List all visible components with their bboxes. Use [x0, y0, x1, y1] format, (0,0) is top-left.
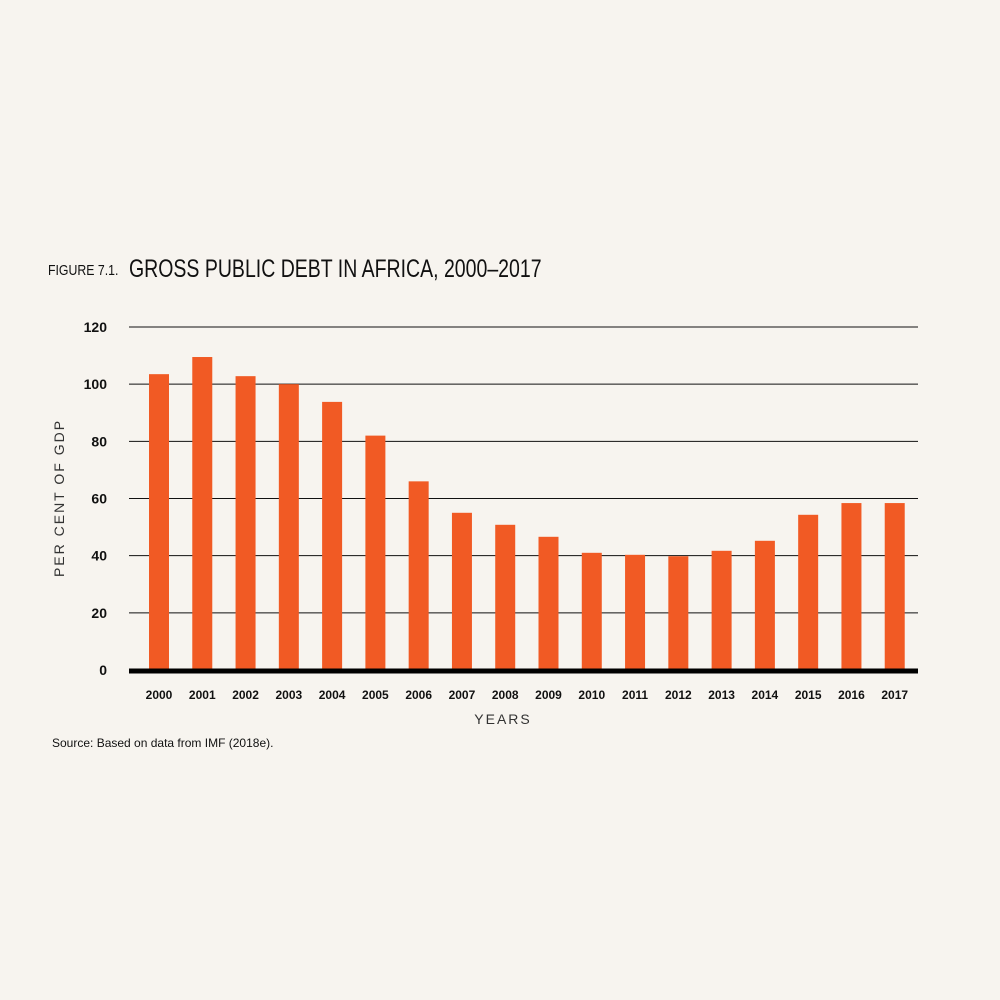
- x-tick-label: 2002: [232, 688, 259, 702]
- x-tick-label: 2012: [665, 688, 692, 702]
- y-tick-label: 120: [84, 319, 108, 335]
- bar-2004: [322, 401, 343, 670]
- bar-2012: [668, 556, 689, 670]
- x-tick-label: 2001: [189, 688, 216, 702]
- bar-2001: [192, 357, 213, 670]
- y-tick-label: 20: [91, 605, 107, 621]
- y-tick-labels: 0 20 40 60 80 100 120: [84, 319, 108, 678]
- bar-2005: [365, 435, 386, 670]
- figure-label: FIGURE 7.1.: [48, 262, 119, 279]
- x-tick-labels: 2000 2001 2002 2003 2004 2005 2006 2007 2008 2009…: [146, 688, 909, 702]
- bars: [149, 357, 905, 670]
- x-axis-title: YEARS: [474, 711, 531, 727]
- x-tick-label: 2016: [838, 688, 865, 702]
- x-tick-label: 2015: [795, 688, 822, 702]
- x-tick-label: 2006: [405, 688, 432, 702]
- bar-2013: [711, 550, 732, 670]
- bar-2011: [625, 554, 646, 670]
- bar-2016: [841, 503, 862, 670]
- source-note: Source: Based on data from IMF (2018e).: [52, 736, 274, 750]
- x-tick-label: 2003: [275, 688, 302, 702]
- y-tick-label: 60: [91, 491, 107, 507]
- bar-2015: [798, 514, 819, 670]
- bar-2006: [408, 481, 429, 670]
- x-tick-label: 2017: [881, 688, 908, 702]
- bar-2002: [235, 376, 256, 670]
- x-tick-label: 2010: [578, 688, 605, 702]
- x-tick-label: 2009: [535, 688, 562, 702]
- y-tick-label: 40: [91, 548, 107, 564]
- x-tick-label: 2013: [708, 688, 735, 702]
- x-tick-label: 2007: [449, 688, 476, 702]
- x-tick-label: 2011: [622, 688, 648, 702]
- bar-2009: [538, 536, 559, 670]
- bar-2017: [884, 503, 905, 670]
- x-tick-label: 2014: [752, 688, 779, 702]
- y-tick-label: 0: [99, 662, 107, 678]
- x-tick-label: 2008: [492, 688, 519, 702]
- bar-2008: [495, 524, 516, 670]
- y-axis-title: PER CENT OF GDP: [51, 419, 67, 577]
- bar-2003: [278, 384, 299, 670]
- grid-lines: [129, 326, 918, 614]
- bar-2007: [451, 512, 472, 670]
- y-tick-label: 80: [91, 433, 107, 449]
- figure-title: GROSS PUBLIC DEBT IN AFRICA, 2000–2017: [129, 255, 542, 283]
- y-tick-label: 100: [84, 376, 108, 392]
- x-tick-label: 2000: [146, 688, 173, 702]
- bar-2000: [149, 374, 169, 670]
- bar-2014: [754, 540, 775, 670]
- x-tick-label: 2005: [362, 688, 389, 702]
- bar-2010: [581, 552, 602, 670]
- x-tick-label: 2004: [319, 688, 346, 702]
